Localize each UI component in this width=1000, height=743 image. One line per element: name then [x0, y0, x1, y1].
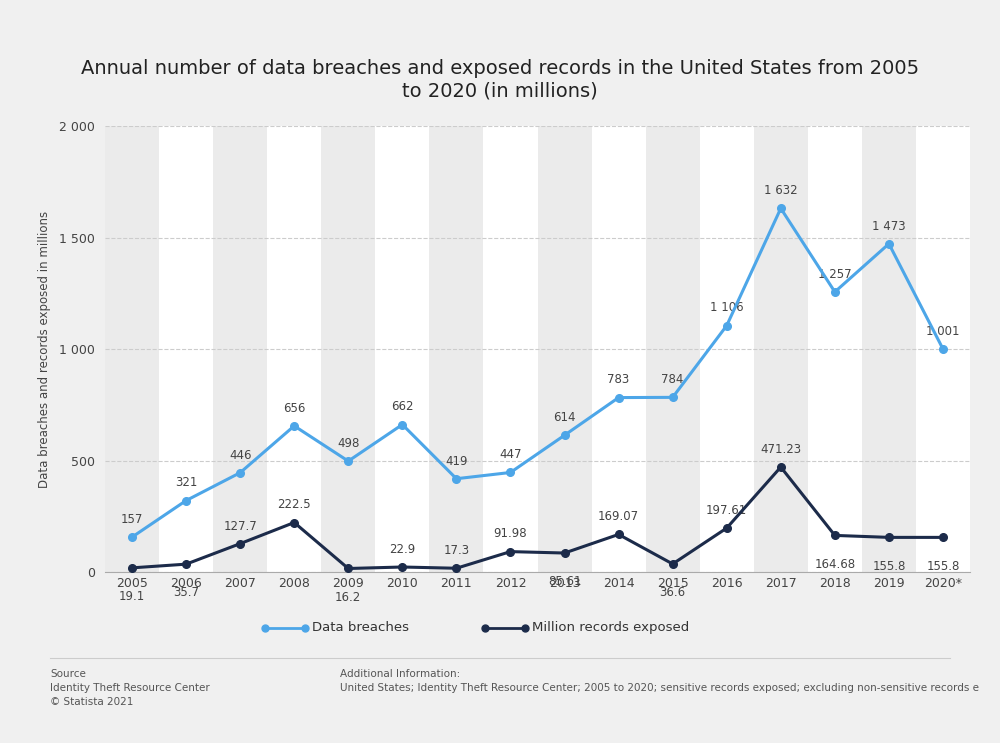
Bar	[321, 126, 375, 572]
Text: Additional Information:
United States; Identity Theft Resource Center; 2005 to 2: Additional Information: United States; I…	[340, 669, 979, 692]
Bar	[808, 126, 862, 572]
Bar	[700, 126, 754, 572]
Text: 419: 419	[445, 455, 468, 467]
Bar	[538, 126, 592, 572]
Text: 22.9: 22.9	[389, 543, 415, 556]
Text: 155.8: 155.8	[872, 559, 906, 573]
Text: Million records exposed: Million records exposed	[532, 621, 689, 635]
Bar	[592, 126, 646, 572]
Bar	[483, 126, 538, 572]
Bar	[754, 126, 808, 572]
Bar	[429, 126, 483, 572]
Text: 471.23: 471.23	[760, 443, 801, 456]
Text: 1 257: 1 257	[818, 267, 852, 281]
Text: 321: 321	[175, 476, 197, 490]
Text: 662: 662	[391, 400, 414, 413]
Text: 16.2: 16.2	[335, 591, 361, 604]
Text: 1 001: 1 001	[926, 325, 960, 338]
Text: Source
Identity Theft Resource Center
© Statista 2021: Source Identity Theft Resource Center © …	[50, 669, 210, 707]
Text: 222.5: 222.5	[277, 499, 311, 511]
Text: 446: 446	[229, 449, 251, 461]
Text: 127.7: 127.7	[223, 519, 257, 533]
Text: 784: 784	[661, 373, 684, 386]
Text: 85.61: 85.61	[548, 575, 581, 588]
Text: 656: 656	[283, 402, 305, 415]
Text: 35.7: 35.7	[173, 586, 199, 600]
Text: 169.07: 169.07	[598, 510, 639, 523]
Text: 164.68: 164.68	[814, 558, 855, 571]
Text: 36.6: 36.6	[660, 586, 686, 599]
Bar	[646, 126, 700, 572]
Text: 447: 447	[499, 448, 522, 461]
Text: 1 473: 1 473	[872, 220, 906, 233]
Text: Data breaches: Data breaches	[312, 621, 409, 635]
Text: 17.3: 17.3	[443, 544, 469, 557]
Text: 91.98: 91.98	[494, 528, 527, 540]
Bar	[862, 126, 916, 572]
Text: 197.61: 197.61	[706, 504, 747, 517]
Bar	[375, 126, 429, 572]
Text: 19.1: 19.1	[119, 590, 145, 603]
Bar	[267, 126, 321, 572]
Text: 783: 783	[607, 374, 630, 386]
Text: 1 106: 1 106	[710, 302, 744, 314]
Bar	[916, 126, 970, 572]
Bar	[159, 126, 213, 572]
Bar	[213, 126, 267, 572]
Text: 155.8: 155.8	[926, 559, 960, 573]
Text: 614: 614	[553, 411, 576, 424]
Text: Annual number of data breaches and exposed records in the United States from 200: Annual number of data breaches and expos…	[81, 59, 919, 100]
Y-axis label: Data breaches and records exposed in millions: Data breaches and records exposed in mil…	[38, 211, 51, 487]
Text: 498: 498	[337, 437, 359, 450]
Bar	[105, 126, 159, 572]
Text: 1 632: 1 632	[764, 184, 798, 197]
Text: 157: 157	[121, 513, 143, 526]
